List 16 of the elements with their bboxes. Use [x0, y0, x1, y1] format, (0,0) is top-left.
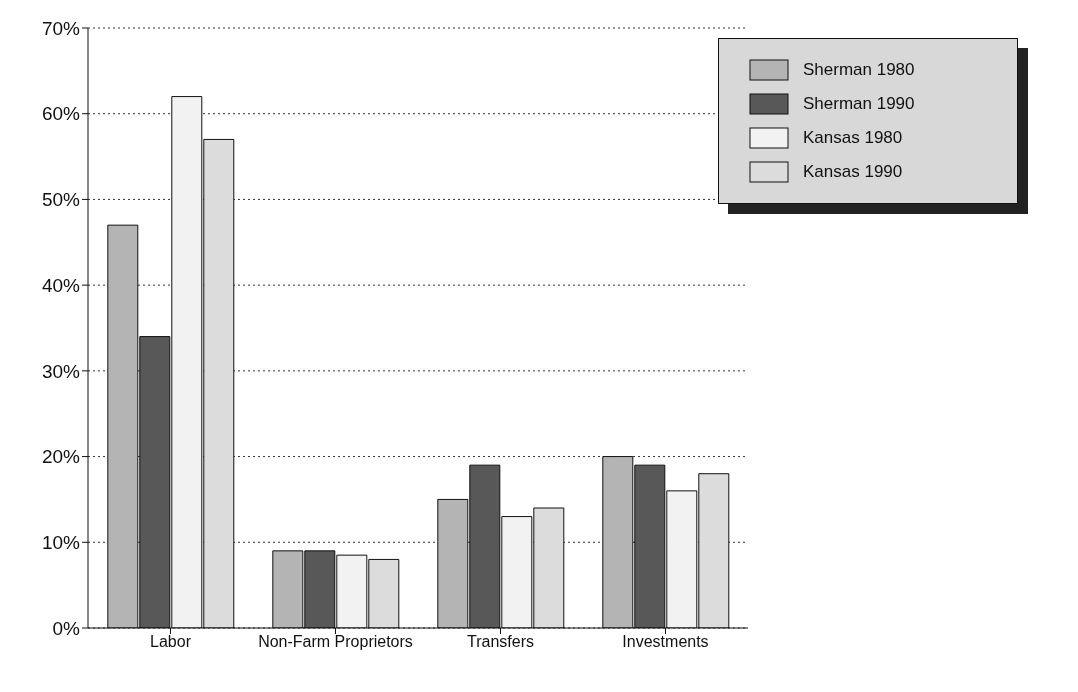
x-tick-label: Non-Farm Proprietors	[258, 633, 413, 651]
x-tick-label: Investments	[622, 633, 709, 651]
y-tick-label: 50%	[41, 189, 81, 211]
y-tick-label: 0%	[52, 617, 81, 639]
x-tick-label: Transfers	[467, 633, 534, 651]
y-tick-label: 70%	[41, 17, 81, 39]
legend-label: Kansas 1990	[803, 162, 903, 182]
y-tick-label: 30%	[41, 360, 81, 382]
legend-label: Sherman 1990	[803, 94, 915, 114]
y-tick-label: 10%	[41, 532, 81, 554]
legend-label: Sherman 1980	[803, 60, 915, 80]
y-tick-label: 40%	[41, 274, 81, 296]
y-tick-label: 20%	[41, 446, 81, 468]
y-tick-label: 60%	[41, 103, 81, 125]
x-tick-label: Labor	[150, 633, 192, 651]
legend-label: Kansas 1980	[803, 128, 903, 148]
